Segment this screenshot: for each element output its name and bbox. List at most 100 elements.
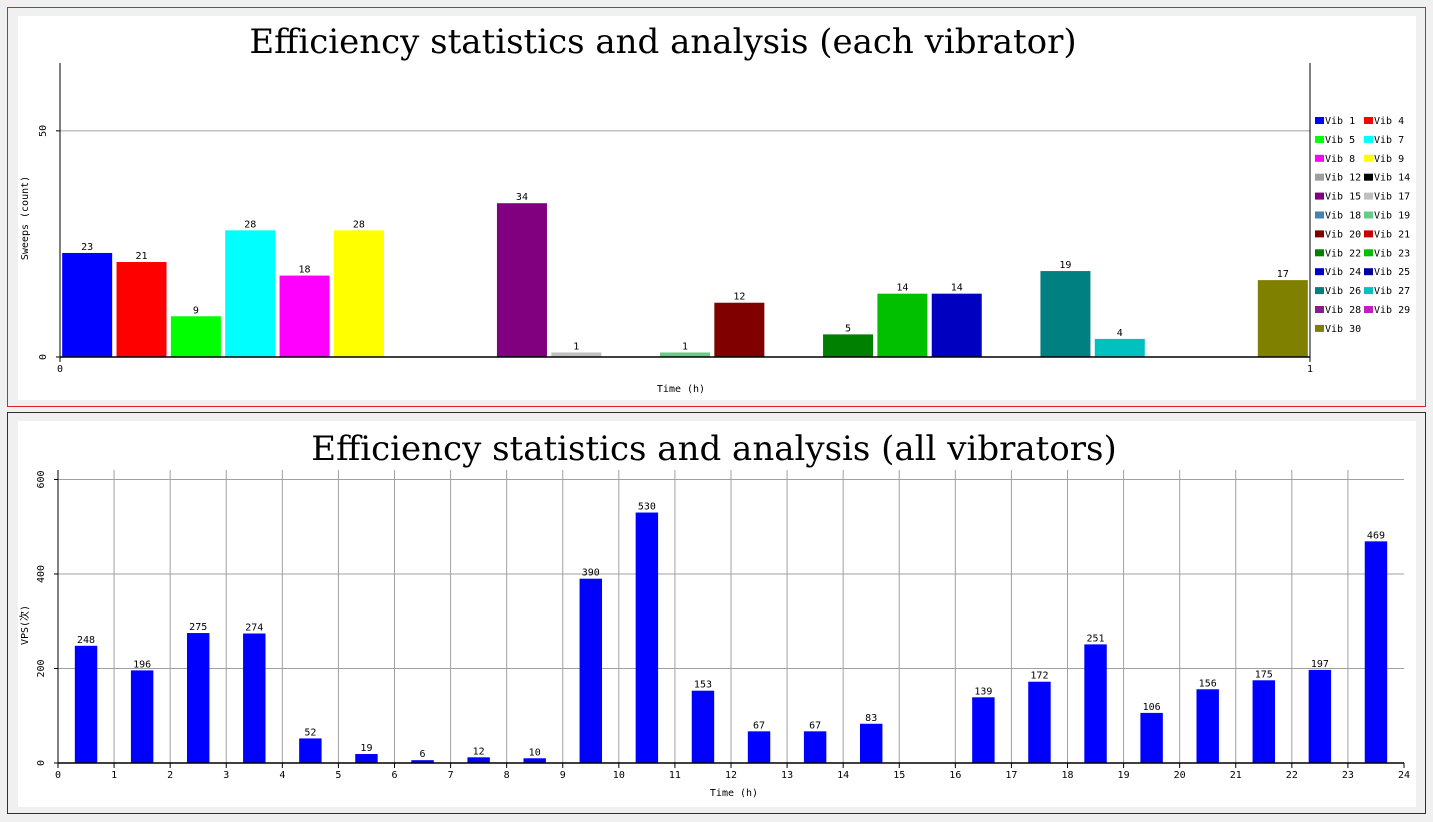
- legend-swatch: [1315, 324, 1324, 332]
- bar: [225, 230, 276, 357]
- data-label: 34: [516, 192, 528, 203]
- bar: [1252, 680, 1276, 763]
- legend-label: Vib 15: [1325, 192, 1361, 203]
- data-label: 21: [135, 251, 147, 262]
- data-label: 172: [1030, 671, 1048, 682]
- bar: [1196, 689, 1219, 763]
- legend-swatch: [1364, 173, 1373, 181]
- bar: [877, 293, 928, 357]
- data-label: 1: [573, 341, 579, 352]
- legend-label: Vib 23: [1374, 248, 1410, 259]
- x-tick-label: 22: [1286, 770, 1298, 781]
- x-tick-label: 10: [613, 770, 625, 781]
- x-tick-label: 5: [335, 770, 341, 781]
- bar: [660, 352, 710, 357]
- bar: [859, 723, 883, 763]
- legend-swatch: [1315, 268, 1324, 276]
- legend-swatch: [1364, 287, 1373, 295]
- bar: [243, 633, 266, 763]
- legend-label: Vib 28: [1325, 305, 1361, 316]
- bar: [279, 275, 330, 357]
- legend-label: Vib 18: [1325, 211, 1361, 222]
- data-label: 10: [529, 747, 541, 758]
- all-vibrators-chart-panel: Efficiency statistics and analysis (all …: [7, 412, 1426, 814]
- y-axis-label: VPS(次): [18, 605, 31, 645]
- x-axis-label: Time (h): [657, 384, 705, 395]
- bar: [579, 578, 603, 763]
- data-label: 18: [299, 265, 311, 276]
- legend-swatch: [1315, 117, 1324, 124]
- bar: [496, 203, 547, 357]
- data-label: 251: [1087, 633, 1105, 644]
- legend-swatch: [1364, 268, 1373, 276]
- legend-swatch: [1315, 192, 1324, 200]
- x-tick-label: 7: [448, 770, 454, 781]
- bar: [714, 302, 765, 357]
- data-label: 23: [81, 242, 93, 253]
- legend-label: Vib 27: [1374, 286, 1410, 297]
- legend-swatch: [1364, 230, 1373, 238]
- x-tick-label: 4: [279, 770, 285, 781]
- legend-label: Vib 21: [1374, 229, 1410, 240]
- each-vibrator-chart-panel: Efficiency statistics and analysis (each…: [7, 7, 1426, 407]
- legend-swatch: [1315, 230, 1324, 238]
- legend-label: Vib 26: [1325, 286, 1361, 297]
- data-label: 106: [1143, 702, 1161, 713]
- bar: [1028, 681, 1051, 763]
- bar: [1257, 280, 1308, 357]
- data-label: 9: [193, 305, 199, 316]
- legend-swatch: [1315, 211, 1324, 219]
- legend-label: Vib 8: [1325, 154, 1355, 165]
- bar: [691, 690, 715, 763]
- y-tick-label: 0: [38, 354, 49, 360]
- data-label: 175: [1255, 669, 1273, 680]
- bar: [116, 262, 167, 357]
- data-label: 67: [809, 720, 821, 731]
- legend-label: Vib 20: [1325, 229, 1361, 240]
- all-vibrators-chart: Efficiency statistics and analysis (all …: [18, 421, 1416, 807]
- data-label: 14: [951, 283, 963, 294]
- legend-label: Vib 12: [1325, 173, 1361, 184]
- legend-label: Vib 24: [1325, 267, 1361, 278]
- bar: [931, 293, 982, 357]
- bar: [803, 731, 827, 763]
- y-tick-label: 50: [38, 125, 49, 137]
- data-label: 275: [189, 622, 207, 633]
- data-label: 83: [865, 713, 877, 724]
- x-tick-label: 11: [669, 770, 681, 781]
- x-axis-label: Time (h): [710, 788, 758, 799]
- data-label: 12: [473, 746, 485, 757]
- legend-label: Vib 14: [1374, 173, 1410, 184]
- bar: [130, 670, 154, 763]
- data-label: 1: [682, 341, 688, 352]
- legend-swatch: [1315, 249, 1324, 257]
- bar: [1084, 644, 1107, 763]
- legend-label: Vib 25: [1374, 267, 1410, 278]
- legend-label: Vib 9: [1374, 154, 1404, 165]
- x-tick-label: 14: [837, 770, 849, 781]
- data-label: 52: [304, 727, 316, 738]
- y-tick-label: 200: [36, 659, 47, 677]
- legend-label: Vib 30: [1325, 324, 1361, 335]
- legend-label: Vib 29: [1374, 305, 1410, 316]
- bar: [972, 697, 995, 763]
- bar: [747, 731, 771, 763]
- data-label: 12: [733, 292, 745, 303]
- y-axis-label: Sweeps (count): [20, 176, 31, 260]
- bar: [1094, 338, 1145, 357]
- x-tick-label: 17: [1005, 770, 1017, 781]
- bar: [411, 760, 434, 763]
- data-label: 5: [845, 323, 851, 334]
- bar: [1308, 669, 1332, 763]
- legend: Vib 1 Vib 4 Vib 5 Vib 7 Vib 8 Vib 9 Vib 12 Vib …: [1315, 116, 1410, 335]
- x-tick-label: 1: [1307, 364, 1313, 375]
- x-tick-label: 23: [1342, 770, 1354, 781]
- data-label: 14: [896, 283, 908, 294]
- legend-swatch: [1364, 211, 1373, 219]
- data-label: 248: [77, 635, 95, 646]
- bar: [299, 738, 322, 763]
- legend-swatch: [1364, 249, 1373, 257]
- legend-swatch: [1364, 192, 1373, 200]
- x-tick-label: 8: [504, 770, 510, 781]
- legend-swatch: [1364, 117, 1373, 124]
